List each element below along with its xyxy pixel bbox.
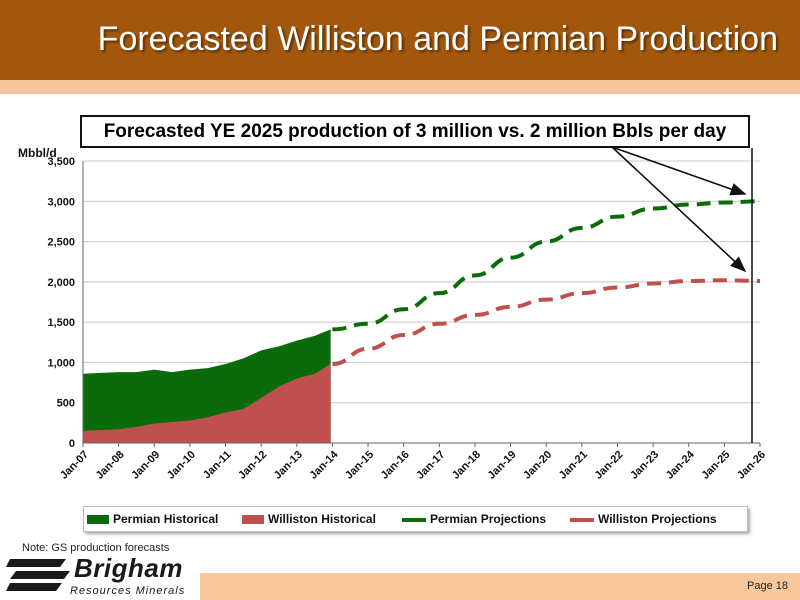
y-tick-label: 1,500 — [47, 317, 75, 329]
x-tick-label: Jan-09 — [129, 449, 162, 482]
x-tick-label: Jan-13 — [272, 449, 305, 482]
x-tick-label: Jan-17 — [414, 449, 447, 482]
brigham-logo: Brigham Resources Minerals — [6, 553, 201, 600]
legend-label-williston-historical: Williston Historical — [268, 512, 376, 526]
y-tick-label: 1,000 — [47, 357, 75, 369]
y-tick-label: 3,000 — [47, 196, 75, 208]
page-number: Page 18 — [747, 580, 788, 592]
x-tick-label: Jan-23 — [628, 449, 661, 482]
legend-swatch-permian-projections — [402, 517, 426, 522]
williston-historical-area — [83, 364, 331, 443]
permian-projections-line — [332, 199, 761, 332]
x-tick-label: Jan-14 — [307, 448, 341, 482]
williston-projections-line — [332, 278, 761, 367]
x-tick-label: Jan-12 — [236, 449, 269, 482]
x-tick-label: Jan-08 — [94, 449, 127, 482]
x-tick-label: Jan-19 — [486, 449, 519, 482]
y-tick-label: 2,000 — [47, 277, 75, 289]
y-tick-label: 500 — [57, 398, 75, 410]
legend-permian-projections: Permian Projections — [402, 512, 546, 526]
historical-areas — [83, 329, 331, 443]
x-tick-label: Jan-18 — [450, 449, 483, 482]
footnote: Note: GS production forecasts — [22, 542, 170, 554]
legend-label-permian-projections: Permian Projections — [430, 512, 547, 526]
logo-name: Brigham — [74, 553, 183, 583]
legend-label-permian-historical: Permian Historical — [113, 512, 219, 526]
chart-legend: Permian Historical Williston Historical … — [83, 506, 748, 532]
y-tick-label: 2,500 — [47, 237, 75, 249]
legend-williston-historical: Williston Historical — [242, 512, 376, 526]
gridlines — [83, 160, 760, 404]
x-tick-label: Jan-26 — [735, 449, 768, 482]
legend-swatch-williston-historical — [242, 515, 264, 525]
arrow-to-williston — [611, 146, 747, 273]
legend-label-williston-projections: Williston Projections — [598, 512, 717, 526]
x-tick-label: Jan-25 — [699, 449, 732, 482]
callout-arrows — [611, 146, 747, 273]
y-axis-label: Mbbl/d — [18, 146, 57, 160]
x-tick-label: Jan-22 — [592, 449, 625, 482]
y-tick-label: 3,500 — [47, 156, 75, 168]
x-tick-label: Jan-21 — [557, 449, 590, 482]
x-tick-label: Jan-16 — [379, 449, 412, 482]
x-tick-label: Jan-07 — [58, 449, 91, 482]
projection-lines — [332, 199, 761, 367]
x-tick-label: Jan-24 — [664, 448, 698, 482]
logo-subtitle: Resources Minerals — [70, 585, 186, 597]
header-bar: Forecasted Williston and Permian Product… — [0, 0, 800, 80]
axes — [82, 148, 761, 447]
x-tick-label: Jan-20 — [521, 449, 554, 482]
x-tick-label: Jan-15 — [343, 449, 376, 482]
legend-williston-projections: Williston Projections — [570, 512, 717, 526]
slide-title: Forecasted Williston and Permian Product… — [97, 20, 778, 58]
forecast-callout: Forecasted YE 2025 production of 3 milli… — [80, 115, 750, 148]
arrow-to-permian — [611, 146, 747, 196]
legend-permian-historical: Permian Historical — [87, 512, 218, 526]
logo-mark-icon — [6, 559, 70, 591]
x-tick-label: Jan-11 — [201, 449, 234, 482]
x-tick-label: Jan-10 — [165, 449, 198, 482]
footer-bar: Page 18 — [200, 573, 800, 600]
legend-swatch-williston-projections — [570, 517, 594, 522]
y-tick-label: 0 — [69, 438, 75, 450]
header-stripe — [0, 80, 800, 94]
legend-swatch-permian-historical — [87, 515, 109, 525]
